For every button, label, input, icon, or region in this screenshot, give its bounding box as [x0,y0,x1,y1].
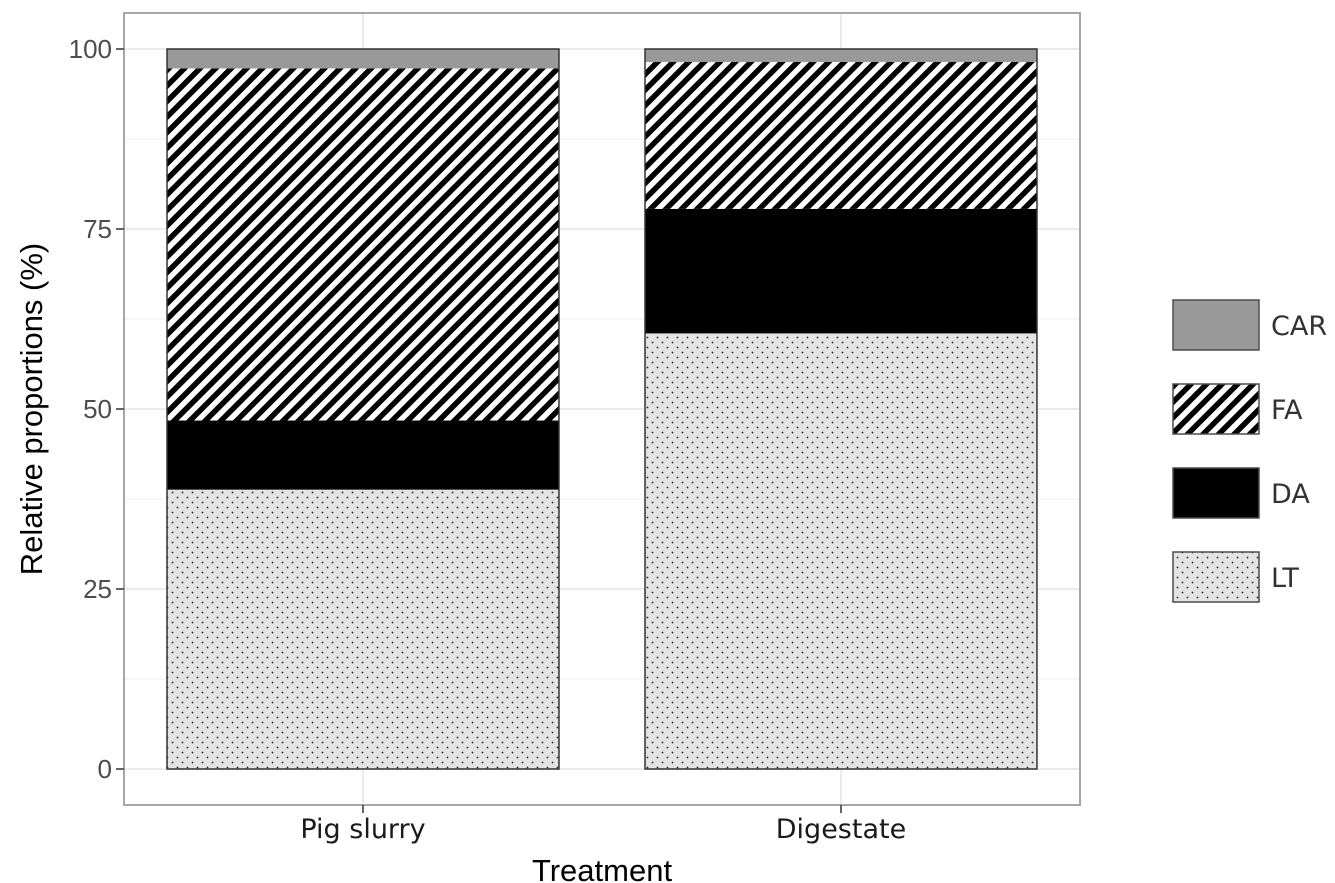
legend-key-fa [1172,383,1260,435]
y-tick-label: 25 [83,574,112,604]
x-category-label: Digestate [776,814,906,845]
bar-outline [166,48,560,770]
x-category-label: Pig slurry [300,814,425,845]
legend-key-lt [1172,551,1260,603]
bar-outline [644,48,1038,770]
y-tick-label: 75 [83,214,112,244]
legend-key-car [1172,299,1260,351]
x-axis-categories: Pig slurry Digestate [300,805,906,845]
bar-segment-fa [645,61,1037,209]
bar-segment-fa [167,68,559,421]
bar-segment-da [167,420,559,490]
bar-segment-car [645,49,1037,62]
legend-label-da: DA [1271,479,1310,510]
legend-label-lt: LT [1271,563,1299,594]
bar-segment-da [645,208,1037,334]
y-tick-label: 50 [83,394,112,424]
legend: CAR FA DA LT [1172,299,1327,603]
y-tick-label: 100 [69,34,112,64]
y-axis-ticks: 0 25 50 75 100 [69,34,124,784]
bar-segment-car [167,49,559,69]
legend-label-car: CAR [1271,311,1327,342]
bar-segment-lt [645,333,1037,769]
y-tick-label: 0 [98,754,112,784]
legend-label-fa: FA [1271,395,1303,426]
y-axis-title: Relative proportions (%) [14,243,49,576]
bar-segment-lt [167,489,559,769]
x-axis-title: Treatment [532,853,673,883]
bars [166,48,1038,770]
legend-key-da [1172,467,1260,519]
